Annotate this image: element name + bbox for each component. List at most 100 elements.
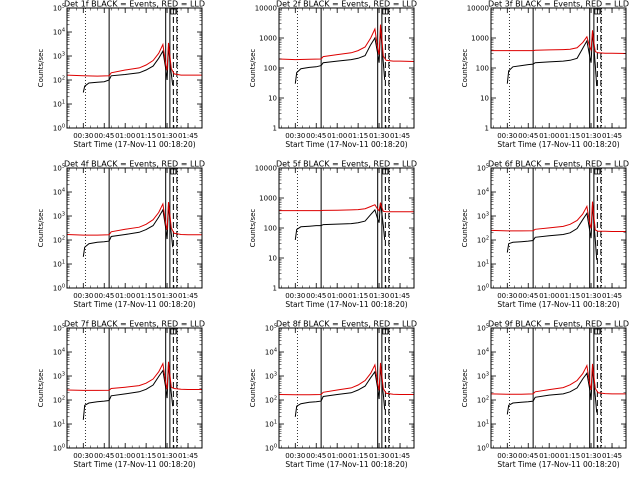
plot-frame <box>278 327 415 449</box>
panel-title: Det 7f BLACK = Events, RED = LLD <box>64 320 205 329</box>
x-tick-label: 01:45 <box>390 452 410 460</box>
marker-box <box>594 168 601 175</box>
panel-title: Det 8f BLACK = Events, RED = LLD <box>276 320 417 329</box>
marker-box <box>594 8 601 15</box>
x-tick-label: 01:00 <box>539 452 559 460</box>
x-tick-label: 00:45 <box>518 292 538 300</box>
y-tick-label: 1000 <box>259 195 277 203</box>
y-tick-label: 10000 <box>255 5 277 13</box>
x-tick-label: 00:30 <box>73 452 93 460</box>
x-tick-label: 01:00 <box>539 292 559 300</box>
x-tick-label: 00:30 <box>497 132 517 140</box>
x-axis-label: Start Time (17-Nov-11 00:18:20) <box>285 460 407 469</box>
x-axis-label: Start Time (17-Nov-11 00:18:20) <box>285 140 407 149</box>
x-tick-label: 01:00 <box>115 292 135 300</box>
y-axis-label: Counts/sec <box>461 369 469 408</box>
plot-frame <box>490 167 627 289</box>
x-tick-label: 01:45 <box>178 132 198 140</box>
y-tick-label: 104 <box>53 348 65 357</box>
y-axis-label: Counts/sec <box>249 369 257 408</box>
x-tick-label: 01:45 <box>178 452 198 460</box>
x-tick-label: 01:00 <box>327 292 347 300</box>
plot-frame <box>66 167 203 289</box>
y-tick-label: 100 <box>264 225 277 233</box>
y-tick-label: 102 <box>265 396 277 405</box>
x-tick-label: 01:45 <box>390 132 410 140</box>
y-tick-label: 1000 <box>471 35 489 43</box>
y-tick-label: 10 <box>480 95 489 103</box>
y-tick-label: 102 <box>53 236 65 245</box>
x-tick-label: 01:15 <box>136 452 156 460</box>
y-tick-label: 101 <box>53 420 65 429</box>
x-tick-label: 00:30 <box>73 292 93 300</box>
x-tick-label: 01:30 <box>369 452 389 460</box>
x-axis-label: Start Time (17-Nov-11 00:18:20) <box>73 460 195 469</box>
y-tick-label: 1 <box>273 285 277 293</box>
lld-series-line <box>490 363 626 395</box>
x-tick-label: 00:45 <box>306 132 326 140</box>
y-tick-label: 101 <box>477 420 489 429</box>
y-tick-label: 105 <box>477 324 489 333</box>
y-tick-label: 1 <box>485 125 489 133</box>
x-tick-label: 01:15 <box>348 292 368 300</box>
detector-panel: 1 10 100 1000 10000 00:30 00:45 01:00 01:15 01:30… <box>249 160 417 310</box>
panel-title: Det 5f BLACK = Events, RED = LLD <box>276 160 417 169</box>
x-axis-label: Start Time (17-Nov-11 00:18:20) <box>73 300 195 309</box>
x-tick-label: 01:00 <box>539 132 559 140</box>
panel-title: Det 6f BLACK = Events, RED = LLD <box>488 160 629 169</box>
marker-box <box>170 168 177 175</box>
x-tick-label: 01:15 <box>136 132 156 140</box>
y-axis-label: Counts/sec <box>249 209 257 248</box>
y-tick-label: 100 <box>477 284 489 293</box>
y-axis-label: Counts/sec <box>37 209 45 248</box>
y-tick-label: 101 <box>477 260 489 269</box>
y-tick-label: 105 <box>265 324 277 333</box>
y-tick-label: 10000 <box>255 165 277 173</box>
y-tick-label: 1000 <box>259 35 277 43</box>
x-tick-label: 01:00 <box>115 452 135 460</box>
marker-box <box>382 168 389 175</box>
x-axis-label: Start Time (17-Nov-11 00:18:20) <box>497 140 619 149</box>
marker-box <box>382 8 389 15</box>
y-axis-label: Counts/sec <box>37 49 45 88</box>
x-tick-label: 01:15 <box>348 132 368 140</box>
y-tick-label: 1 <box>273 125 277 133</box>
y-tick-label: 105 <box>53 324 65 333</box>
x-tick-label: 01:15 <box>560 452 580 460</box>
x-tick-label: 01:30 <box>369 292 389 300</box>
y-tick-label: 102 <box>53 396 65 405</box>
y-tick-label: 104 <box>477 348 489 357</box>
y-tick-label: 100 <box>53 284 65 293</box>
plot-frame <box>66 7 203 129</box>
x-tick-label: 01:15 <box>348 452 368 460</box>
x-tick-label: 00:45 <box>94 292 114 300</box>
plot-frame <box>490 327 627 449</box>
x-axis-label: Start Time (17-Nov-11 00:18:20) <box>497 460 619 469</box>
detector-panel: 1 10 100 1000 10000 00:30 00:45 01:00 01:15 01:30… <box>461 0 629 149</box>
y-tick-label: 103 <box>53 52 65 61</box>
lld-series-line <box>279 202 414 213</box>
y-tick-label: 100 <box>476 65 489 73</box>
lld-series-line <box>66 202 202 236</box>
x-tick-label: 01:00 <box>327 132 347 140</box>
y-tick-label: 101 <box>53 100 65 109</box>
x-tick-label: 00:45 <box>94 452 114 460</box>
y-tick-label: 100 <box>265 444 277 453</box>
x-tick-label: 00:30 <box>285 132 305 140</box>
y-tick-label: 104 <box>477 188 489 197</box>
y-tick-label: 105 <box>53 4 65 13</box>
panel-title: Det 1f BLACK = Events, RED = LLD <box>64 0 205 9</box>
marker-box <box>170 328 177 335</box>
y-tick-label: 104 <box>53 28 65 37</box>
x-axis-label: Start Time (17-Nov-11 00:18:20) <box>285 300 407 309</box>
x-tick-label: 00:45 <box>94 132 114 140</box>
lld-series-line <box>66 42 202 77</box>
y-tick-label: 103 <box>53 372 65 381</box>
y-tick-label: 103 <box>53 212 65 221</box>
x-tick-label: 00:45 <box>306 452 326 460</box>
lld-series-line <box>66 361 202 391</box>
